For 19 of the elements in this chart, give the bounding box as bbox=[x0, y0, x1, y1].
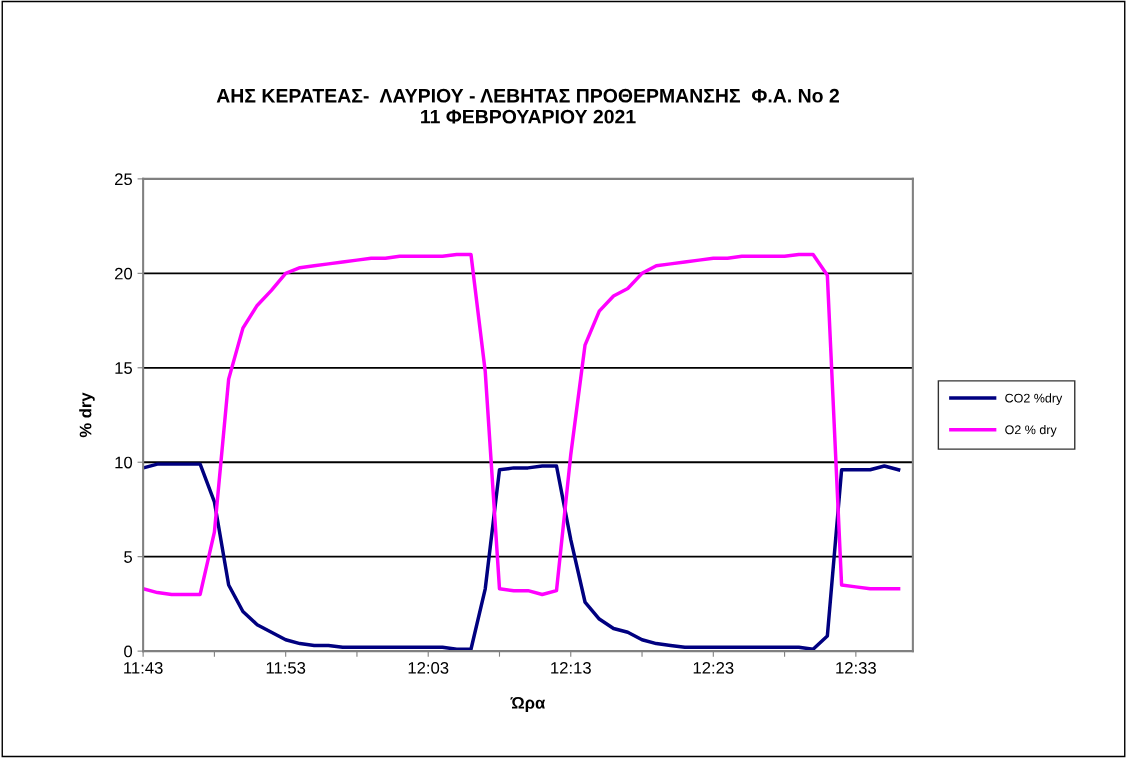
legend-label: CO2 %dry bbox=[1005, 393, 1063, 406]
line-series bbox=[143, 462, 901, 651]
y-tick-label: 10 bbox=[115, 456, 133, 469]
y-tick-label: 5 bbox=[124, 551, 133, 563]
y-tick-label: 20 bbox=[115, 267, 133, 280]
line-series bbox=[143, 252, 901, 597]
x-axis-title: Ώρα bbox=[510, 696, 546, 713]
x-tick-label: 11:53 bbox=[266, 661, 306, 674]
x-tick-label: 12:03 bbox=[408, 661, 449, 674]
y-axis-title: % dry bbox=[79, 392, 95, 438]
x-tick-label: 11:43 bbox=[124, 661, 163, 674]
y-tick-label: 0 bbox=[124, 645, 133, 658]
chart-title: ΑΗΣ ΚΕΡΑΤΕΑΣ- ΛΑΥΡΙΟΥ - ΛΕΒΗΤΑΣ ΠΡΟΘΕΡΜΑΝΣΗΣ Φ.Α. Νο 2 11 ΦΕΒΡΟΥΑΡΙΟΥ 2021 bbox=[216, 88, 839, 124]
x-tick-label: 12:23 bbox=[693, 661, 734, 674]
x-tick-label: 12:33 bbox=[836, 661, 876, 674]
x-tick-label: 12:13 bbox=[551, 661, 591, 674]
y-tick-label: 25 bbox=[115, 173, 133, 186]
legend-label: O2 % dry bbox=[1005, 425, 1057, 437]
y-tick-label: 15 bbox=[115, 362, 133, 374]
